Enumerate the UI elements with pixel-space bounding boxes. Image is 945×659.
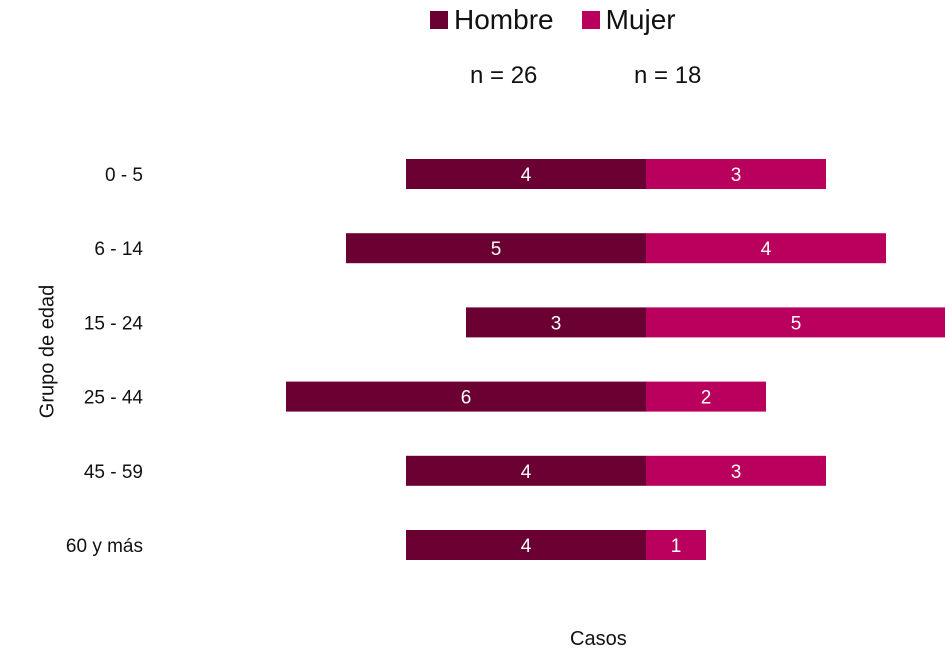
bar-mujer [646,307,945,338]
legend-swatch-hombre [430,11,448,29]
legend-item-hombre: Hombre [430,4,554,36]
bar-hombre [406,455,646,486]
bar-hombre [406,530,646,560]
bar-mujer [646,455,826,486]
data-label-mujer: 3 [731,462,742,483]
bar-hombre [406,159,646,189]
category-label: 60 y más [66,536,143,557]
bar-hombre [466,307,646,338]
category-label: 25 - 44 [84,388,144,409]
legend-label-mujer: Mujer [605,4,676,35]
category-label: 45 - 59 [84,462,143,483]
bar-mujer [646,530,706,560]
category-label: 6 - 14 [94,239,143,260]
bar-mujer [646,233,886,264]
data-label-hombre: 4 [521,165,532,186]
legend: Hombre Mujer [430,4,676,36]
bar-mujer [646,381,766,412]
category-label: 0 - 5 [105,165,143,186]
n-label-mujer: n = 18 [634,62,702,89]
n-label-hombre: n = 26 [470,62,538,89]
data-label-mujer: 1 [671,536,682,557]
bar-hombre [286,381,646,412]
data-label-mujer: 4 [761,239,772,260]
legend-label-hombre: Hombre [454,4,554,35]
category-label: 15 - 24 [84,313,144,334]
x-axis-label: Casos [570,628,627,650]
data-label-hombre: 5 [491,239,502,260]
data-label-hombre: 4 [521,536,532,557]
bar-hombre [346,233,646,264]
legend-item-mujer: Mujer [581,4,676,36]
data-label-hombre: 3 [551,313,562,334]
data-label-hombre: 6 [461,388,472,409]
data-label-hombre: 4 [521,462,532,483]
data-label-mujer: 2 [701,388,712,409]
data-label-mujer: 3 [731,165,742,186]
legend-swatch-mujer [581,11,600,29]
bar-mujer [646,159,826,189]
data-label-mujer: 5 [791,313,802,334]
